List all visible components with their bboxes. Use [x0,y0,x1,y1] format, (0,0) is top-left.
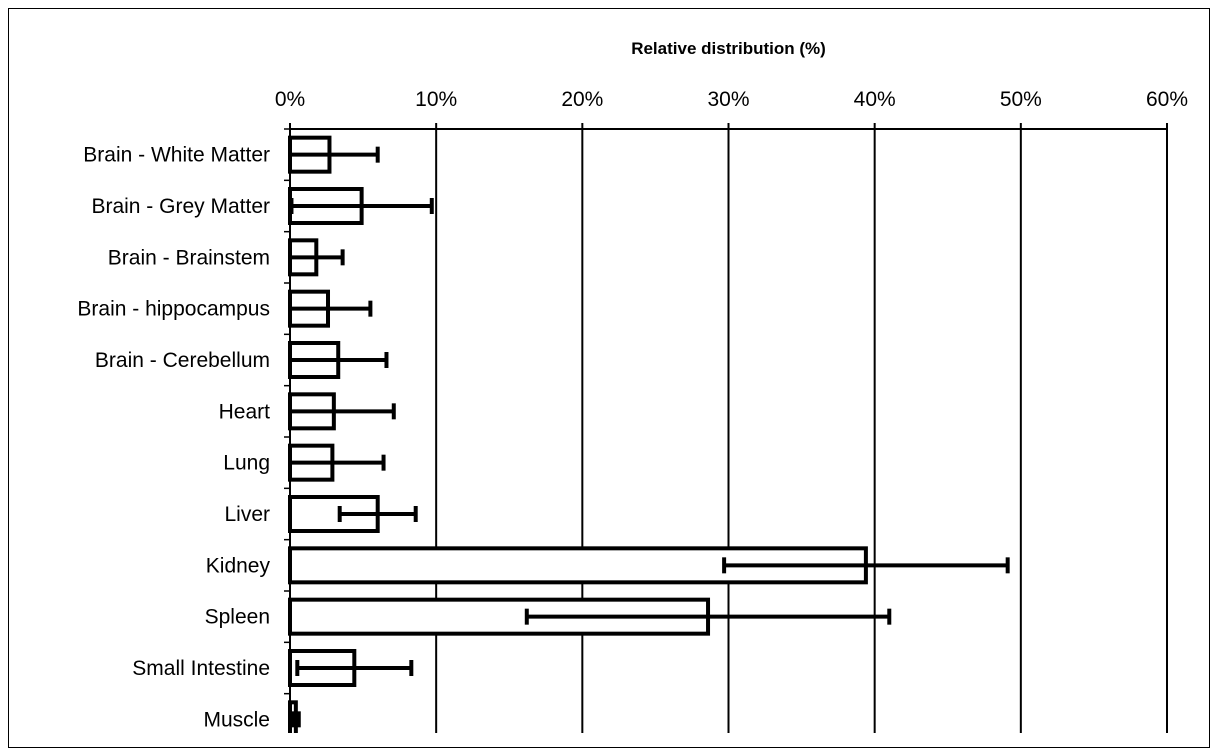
error-bar [722,557,1010,574]
category-label: Small Intestine [132,657,270,680]
category-label: Lung [223,452,270,475]
category-label: Brain - Brainstem [108,246,270,269]
category-label: Brain - Grey Matter [91,195,270,218]
x-tick-label: 60% [1146,88,1188,111]
category-labels: Brain - White Matter Brain - Grey Matter B… [77,144,270,732]
x-tick-label: 0% [275,88,305,111]
error-bar [288,300,373,317]
x-tick-label: 10% [415,88,457,111]
category-label: Spleen [205,606,270,629]
error-bar [289,198,434,214]
error-bar [288,146,380,163]
bars [288,135,868,733]
chart-title: Relative distribution (%) [631,39,826,58]
error-bar [524,608,892,625]
axes [284,128,1167,733]
error-bar [288,352,389,368]
x-tick-labels: 0% 10% 20% 30% 40% 50% 60% [275,88,1188,111]
error-bar [288,249,345,266]
error-bars [288,146,1010,728]
category-label: Brain - White Matter [83,144,270,167]
category-label: Liver [224,503,270,526]
error-bar [290,711,301,728]
x-tick-label: 20% [561,88,603,111]
x-tick-label: 50% [1000,88,1042,111]
x-tick-label: 30% [707,88,749,111]
category-label: Brain - Cerebellum [95,349,270,372]
error-bar [295,660,414,676]
bar-chart: Relative distribution (%) 0% 10% 20% 30% 40%… [77,39,1188,733]
category-label: Brain - hippocampus [77,298,270,321]
category-label: Muscle [203,708,270,731]
category-label: Heart [219,400,271,423]
error-bar [288,403,396,420]
grid-lines [289,123,1168,733]
x-tick-label: 40% [854,88,896,111]
error-bar [288,454,386,471]
category-label: Kidney [206,554,271,577]
error-bar [337,506,418,522]
